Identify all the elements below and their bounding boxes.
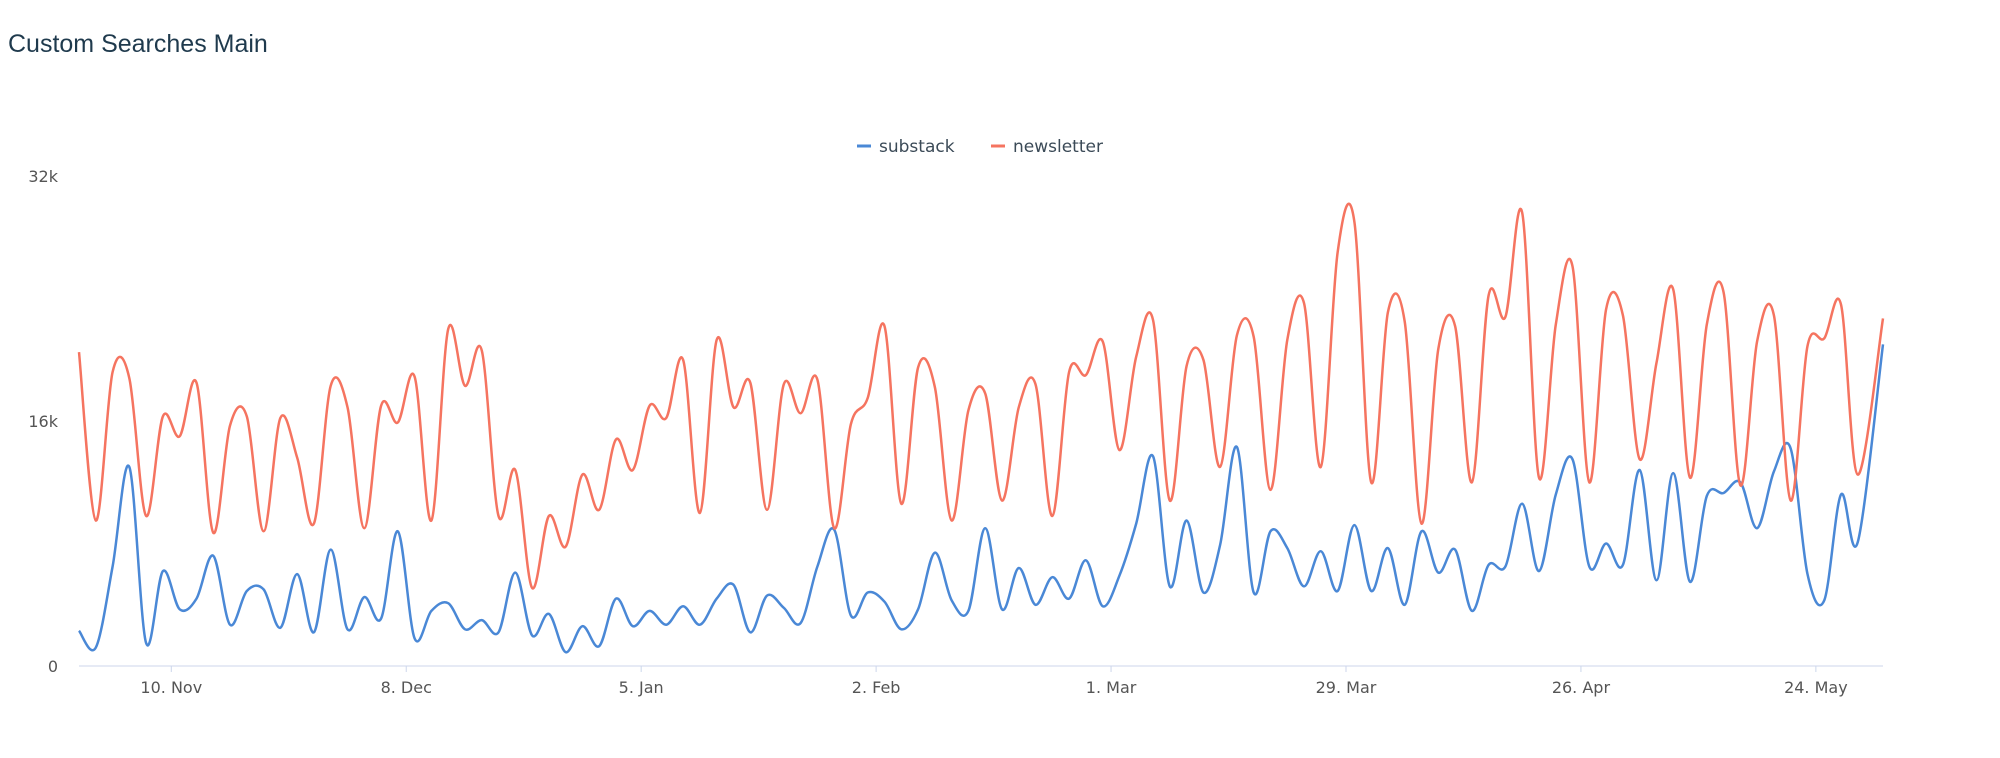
x-tick-label: 26. Apr: [1552, 678, 1611, 697]
x-tick-label: 24. May: [1784, 678, 1848, 697]
legend-item-substack[interactable]: substack: [857, 137, 955, 157]
series-line-substack[interactable]: [77, 344, 1885, 654]
chart-title: Custom Searches Main: [8, 30, 268, 58]
series-group: [77, 202, 1885, 654]
legend-item-newsletter[interactable]: newsletter: [991, 137, 1103, 157]
y-axis: 0 16k 32k: [28, 167, 58, 676]
x-tick-label: 29. Mar: [1316, 678, 1377, 697]
x-tick-label: 1. Mar: [1086, 678, 1137, 697]
x-tick-label: 5. Jan: [619, 678, 664, 697]
y-tick-label: 16k: [28, 412, 58, 431]
y-tick-label: 0: [48, 657, 58, 676]
y-tick-label: 32k: [28, 167, 58, 186]
legend: substack newsletter: [857, 137, 1103, 157]
legend-label-substack: substack: [879, 137, 955, 157]
series-line-newsletter[interactable]: [77, 202, 1885, 590]
x-tick-label: 8. Dec: [381, 678, 432, 697]
x-tick-label: 10. Nov: [140, 678, 202, 697]
legend-label-newsletter: newsletter: [1013, 137, 1103, 157]
x-tick-label: 2. Feb: [852, 678, 901, 697]
x-axis: 10. Nov 8. Dec 5. Jan 2. Feb 1. Mar 29. Mar 26…: [140, 666, 1848, 697]
